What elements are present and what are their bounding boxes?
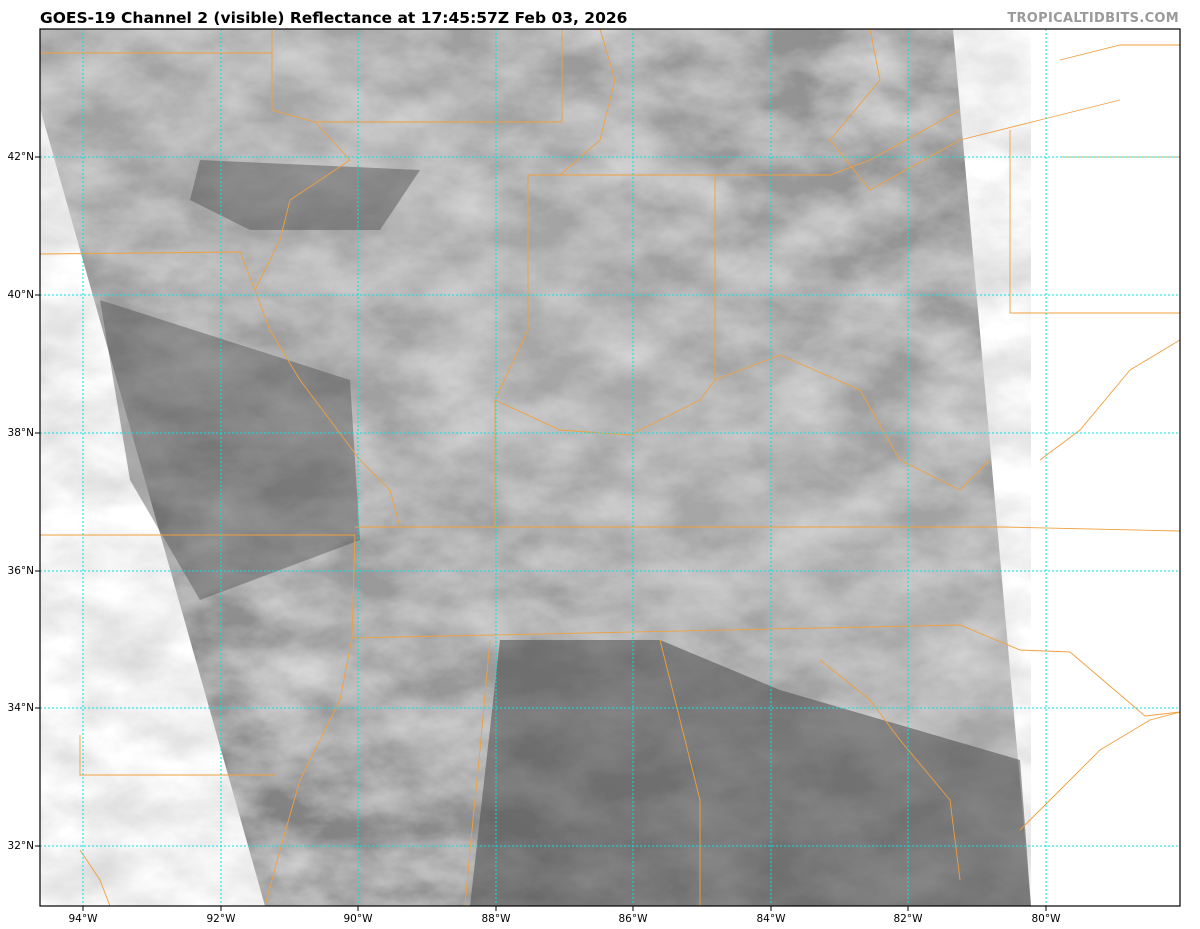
lon-label: 86°W — [618, 913, 648, 925]
map-title: GOES-19 Channel 2 (visible) Reflectance … — [40, 9, 628, 27]
lat-label: 38°N — [7, 427, 34, 439]
lon-label: 82°W — [893, 913, 923, 925]
map-frame — [39, 28, 1181, 907]
lon-label: 94°W — [68, 913, 98, 925]
lon-label: 90°W — [343, 913, 373, 925]
dark-clear-region-south — [470, 640, 1031, 906]
lon-label: 84°W — [756, 913, 786, 925]
dark-clear-region-west — [100, 300, 360, 600]
lat-label: 40°N — [7, 289, 34, 301]
lat-label: 36°N — [7, 565, 34, 577]
dark-clear-region-northwest — [190, 160, 420, 230]
watermark-credit: TROPICALTIDBITS.COM — [1007, 11, 1179, 26]
lon-label: 80°W — [1031, 913, 1061, 925]
lon-label: 92°W — [206, 913, 236, 925]
lat-label: 42°N — [7, 151, 34, 163]
lon-label: 88°W — [481, 913, 511, 925]
lat-label: 32°N — [7, 840, 34, 852]
graticule — [40, 29, 1180, 906]
state-borders — [40, 29, 1180, 906]
axis-ticks — [35, 156, 1047, 911]
satellite-swath — [40, 29, 1031, 906]
lat-label: 34°N — [7, 702, 34, 714]
